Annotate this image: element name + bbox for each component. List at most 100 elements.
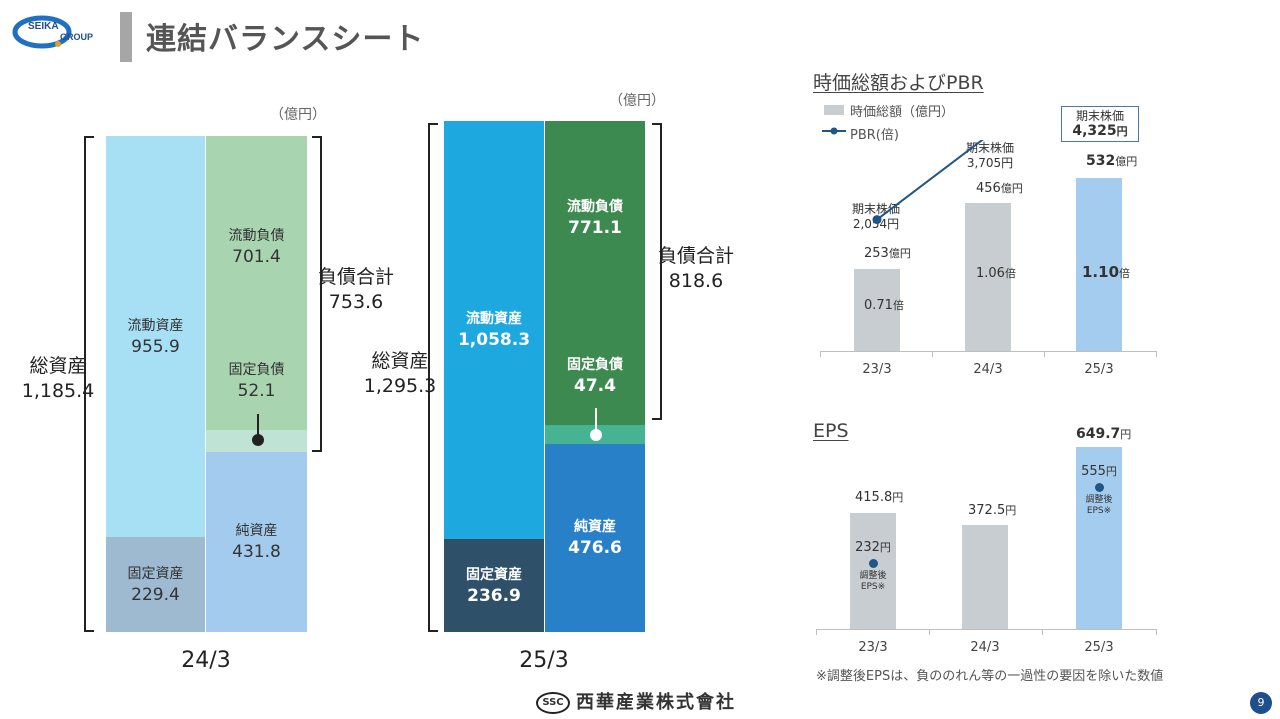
- pbr-label-24-3: 1.06倍: [976, 266, 1016, 282]
- svg-text:SEIKA: SEIKA: [28, 21, 59, 32]
- fy25-net-assets-label: 純資産: [574, 519, 616, 535]
- eps-chart-x-axis: [816, 629, 1156, 630]
- fy25-total-assets-bracket: [428, 123, 438, 632]
- pbr-unit: 倍: [892, 299, 904, 312]
- adj-eps-value-23-3: 232円: [843, 540, 903, 556]
- eps-number-24-3: 372.5: [968, 503, 1006, 518]
- fy25-fixed-assets-block: 固定資産 236.9: [444, 539, 544, 632]
- market-cap-unit: 億円: [1115, 155, 1138, 168]
- market-cap-number-23-3: 253: [864, 246, 889, 261]
- fy25-current-liab-value: 771.1: [568, 218, 622, 238]
- market-chart-x-axis: [820, 351, 1156, 352]
- company-name: 西華産業株式會社: [576, 692, 736, 713]
- legend-bar-label: 時価総額（億円）: [850, 105, 955, 120]
- pbr-label-25-3: 1.10倍: [1082, 264, 1130, 281]
- eps-value-23-3: 415.8円: [855, 490, 903, 506]
- eps-chart-x-label-24-3: 24/3: [970, 640, 1000, 655]
- market-cap-value-24-3: 456億円: [976, 181, 1023, 197]
- fy25-fixed-liab-label: 固定負債: [567, 357, 623, 373]
- fy24-total-assets-bracket: [84, 136, 94, 632]
- market-cap-value-25-3: 532億円: [1086, 153, 1137, 169]
- eps-bar-25-3: [1076, 447, 1122, 629]
- fy25-fixed-assets-value: 236.9: [467, 585, 521, 606]
- fy25-total-liab-value: 818.6: [668, 270, 724, 292]
- fy24-fixed-assets-block: 固定資産 229.4: [106, 537, 205, 632]
- market-chart-x-label-23-3: 23/3: [862, 362, 892, 377]
- market-chart-tick: [820, 351, 821, 357]
- eps-value-24-3: 372.5円: [968, 503, 1016, 519]
- fy25-total-assets-label: 総資産: [371, 350, 429, 372]
- fy24-total-liab-bracket: [312, 136, 322, 452]
- market-cap-bar-23-3: [854, 268, 900, 351]
- fy24-total-liab-value: 753.6: [328, 291, 384, 313]
- fy25-net-assets-value: 476.6: [568, 538, 622, 558]
- market-cap-number-24-3: 456: [976, 181, 1001, 196]
- eps-chart-x-label-25-3: 25/3: [1084, 640, 1114, 655]
- eps-chart-tick: [929, 629, 930, 635]
- price-value-23-3: 2,054円: [852, 217, 900, 231]
- fy24-fixed-liab-value: 52.1: [237, 381, 276, 401]
- market-cap-unit: 億円: [888, 247, 911, 260]
- market-chart-tick: [1044, 351, 1045, 357]
- pbr-number-25-3: 1.10: [1082, 263, 1120, 281]
- price-24-3: 期末株価 3,705円: [950, 141, 1030, 171]
- fy25-current-liab-label: 流動負債: [567, 199, 623, 215]
- adj-eps-note-23-3: EPS※: [860, 582, 886, 592]
- fy25-current-assets-label: 流動資産: [466, 311, 522, 327]
- market-chart-x-label-24-3: 24/3: [973, 362, 1003, 377]
- adj-eps-note-25-3: EPS※: [1086, 506, 1112, 516]
- pbr-line: [876, 140, 984, 221]
- fy24-net-assets-block: 純資産 431.8: [206, 452, 307, 632]
- seika-group-logo: SEIKA GROUP: [12, 10, 108, 54]
- adj-eps-label-23-3: 調整後: [859, 571, 887, 581]
- fy25-year-label: 25/3: [519, 648, 569, 673]
- eps-unit: 円: [1120, 428, 1132, 441]
- fy24-current-assets-label: 流動資産: [127, 317, 184, 334]
- fy25-total-liab-label: 負債合計: [657, 245, 734, 267]
- eps-chart-tick: [816, 629, 817, 635]
- fy24-fixed-liab-leader: [257, 414, 259, 438]
- eps-number-25-3: 649.7: [1076, 426, 1121, 442]
- fy24-net-assets-value: 431.8: [232, 542, 281, 562]
- eps-chart-tick: [1042, 629, 1043, 635]
- fy25-fixed-liab-marker: [590, 429, 602, 441]
- eps-chart-x-label-23-3: 23/3: [858, 640, 888, 655]
- fy25-fixed-assets-label: 固定資産: [466, 566, 522, 583]
- fy25-total-liab: 負債合計 818.6: [650, 244, 742, 294]
- fy24-fixed-assets-label: 固定資産: [127, 565, 184, 582]
- pbr-unit: 倍: [1004, 267, 1016, 280]
- legend-bar-swatch: [824, 105, 844, 115]
- fy24-total-assets-value: 1,185.4: [21, 380, 95, 402]
- market-cap-unit: 億円: [1000, 182, 1023, 195]
- adj-eps-label-25-3: 調整後: [1085, 495, 1113, 505]
- bs-unit-label-25: （億円）: [609, 93, 665, 109]
- fy25-current-assets-value: 1,058.3: [457, 330, 531, 350]
- price-number-25-3: 4,325: [1072, 123, 1117, 139]
- pbr-line-chart: [872, 140, 989, 225]
- market-cap-bar-24-3: [965, 202, 1011, 351]
- fy24-current-assets-value: 955.9: [131, 336, 180, 357]
- legend-line-swatch: [822, 127, 846, 135]
- price-value-25-3: 4,325円: [1068, 123, 1132, 139]
- pbr-unit: 倍: [1119, 267, 1131, 280]
- svg-text:GROUP: GROUP: [60, 32, 93, 42]
- page-title: 連結バランスシート: [146, 22, 425, 57]
- market-chart-title: 時価総額およびPBR: [813, 72, 984, 94]
- adj-eps-value-25-3: 555円: [1069, 464, 1129, 480]
- bs-unit-label-24: （億円）: [270, 107, 326, 123]
- eps-chart-tick: [1156, 629, 1157, 635]
- adj-eps-23-3: 232円 調整後 EPS※: [843, 540, 903, 593]
- legend-line-label: PBR(倍): [850, 128, 899, 143]
- fy24-total-assets: 総資産 1,185.4: [10, 354, 106, 404]
- fy24-current-liab-label: 流動負債: [228, 228, 285, 244]
- company-footer: SSC 西華産業株式會社: [536, 688, 736, 714]
- price-label-25-3: 期末株価: [1075, 109, 1124, 123]
- fy24-fixed-assets-value: 229.4: [131, 584, 180, 605]
- eps-unit: 円: [1005, 504, 1017, 517]
- fy25-current-assets-block: 流動資産 1,058.3: [444, 121, 544, 539]
- fy24-fixed-liab-label: 固定負債: [228, 362, 285, 378]
- fy25-fixed-liab-value: 47.4: [574, 376, 616, 396]
- eps-unit: 円: [892, 491, 904, 504]
- fy25-net-assets-block: 純資産 476.6: [545, 444, 645, 632]
- market-cap-value-23-3: 253億円: [864, 246, 911, 262]
